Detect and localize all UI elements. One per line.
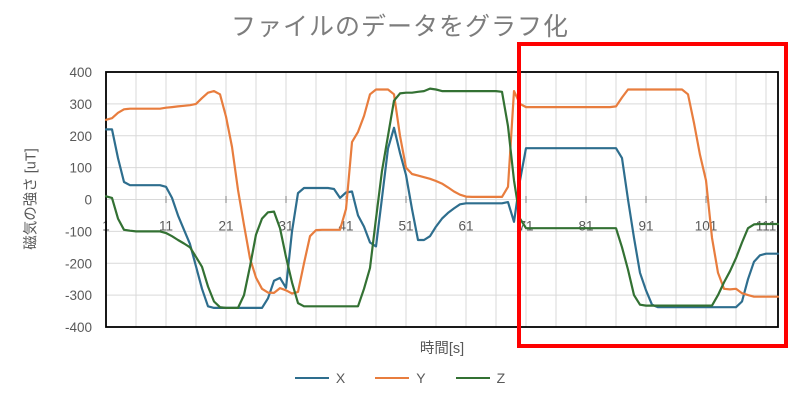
x-tick-label: 81 bbox=[578, 219, 593, 234]
y-tick-label: 0 bbox=[84, 193, 92, 208]
legend: X Y Z bbox=[0, 370, 800, 386]
y-tick-label: 300 bbox=[69, 97, 92, 112]
y-tick-label: 100 bbox=[69, 161, 92, 176]
y-tick-label: 400 bbox=[69, 65, 92, 80]
y-tick-label: 200 bbox=[69, 129, 92, 144]
legend-item-Z[interactable]: Z bbox=[455, 370, 506, 386]
y-tick-label: -300 bbox=[65, 288, 92, 303]
legend-label-Z: Z bbox=[496, 370, 506, 386]
x-tick-label: 101 bbox=[695, 219, 718, 234]
x-tick-label: 21 bbox=[218, 219, 233, 234]
legend-swatch-Z bbox=[455, 376, 490, 380]
plot-border bbox=[105, 71, 779, 328]
x-tick-label: 31 bbox=[278, 219, 293, 234]
x-tick-label: 111 bbox=[756, 219, 777, 234]
legend-swatch-Y bbox=[375, 376, 410, 380]
x-tick-label: 11 bbox=[159, 219, 173, 234]
legend-item-X[interactable]: X bbox=[294, 370, 346, 386]
x-tick-label: 61 bbox=[458, 219, 473, 234]
series-line-Y[interactable] bbox=[104, 88, 780, 298]
y-axis-title: 磁気の強さ [uT] bbox=[23, 148, 40, 250]
y-tick-label: -400 bbox=[65, 320, 92, 335]
x-tick-label: 91 bbox=[638, 219, 653, 234]
legend-label-Y: Y bbox=[416, 370, 426, 386]
highlight-rectangle[interactable] bbox=[517, 42, 788, 348]
legend-swatch-X bbox=[294, 376, 329, 380]
x-axis-title: 時間[s] bbox=[419, 341, 465, 357]
chart-title: ファイルのデータをグラフ化 bbox=[230, 13, 569, 41]
y-tick-label: -200 bbox=[65, 256, 92, 271]
legend-item-Y[interactable]: Y bbox=[375, 370, 426, 386]
x-tick-label: 51 bbox=[398, 219, 413, 234]
y-tick-label: -100 bbox=[65, 224, 92, 239]
series-line-Z[interactable] bbox=[104, 87, 780, 309]
series-line-X[interactable] bbox=[104, 126, 780, 309]
legend-label-X: X bbox=[335, 370, 346, 386]
